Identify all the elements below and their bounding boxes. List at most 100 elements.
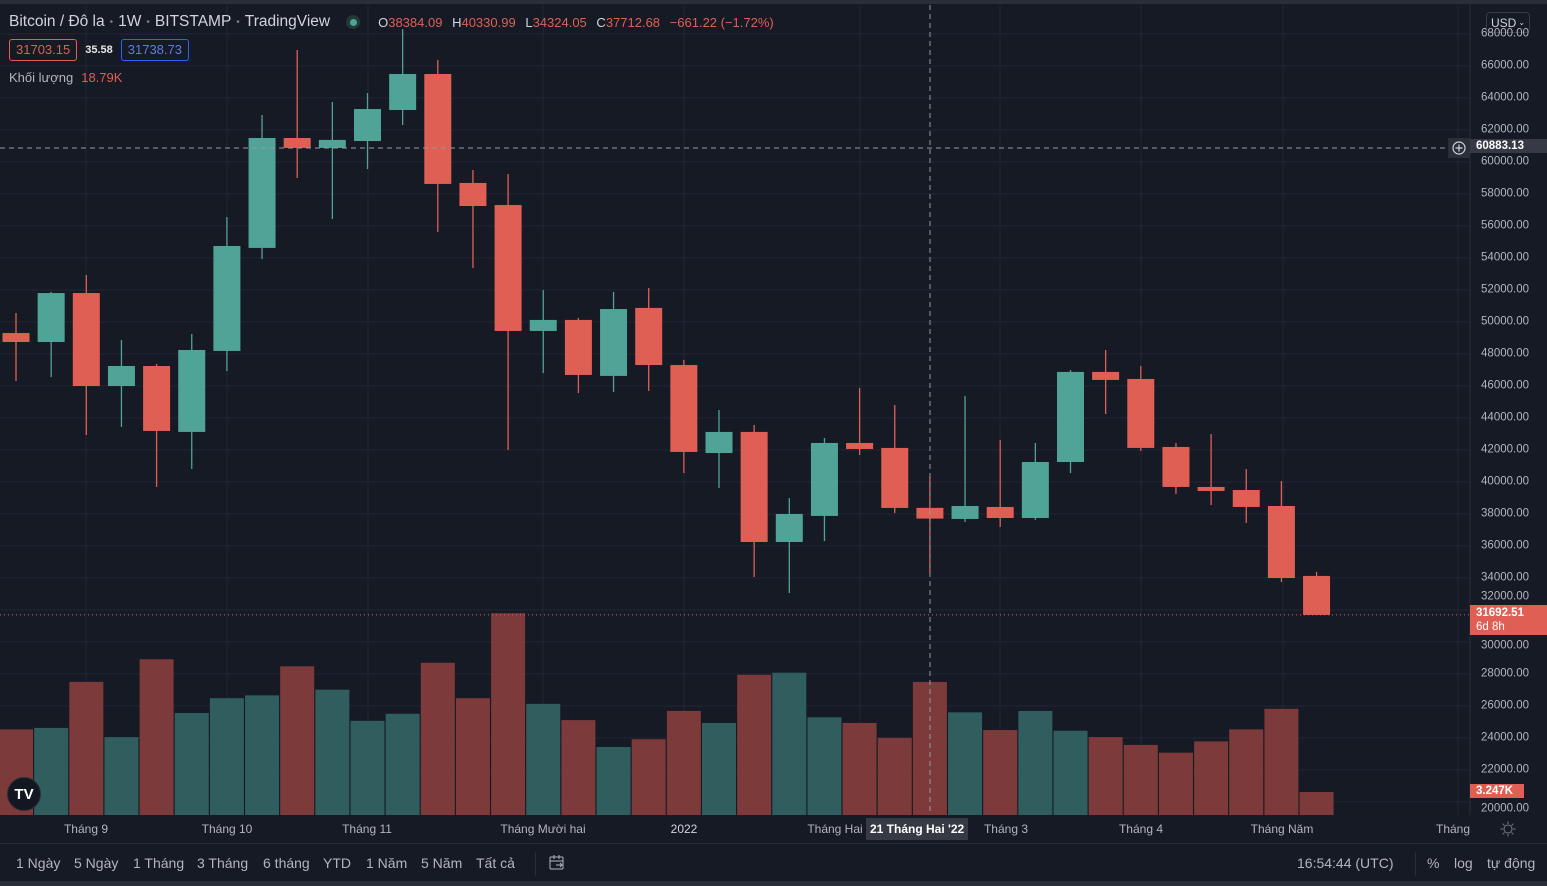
data-source: TradingView bbox=[244, 13, 331, 30]
crosshair-price-label: 60883.13 bbox=[1470, 139, 1547, 153]
price-tick-label: 24000.00 bbox=[1481, 731, 1529, 744]
candle-body bbox=[600, 309, 628, 376]
utc-clock[interactable]: 16:54:44 (UTC) bbox=[1297, 855, 1394, 871]
price-tick-label: 22000.00 bbox=[1481, 763, 1529, 776]
volume-bar bbox=[1088, 737, 1123, 815]
candle-body bbox=[635, 307, 663, 366]
price-tick-label: 54000.00 bbox=[1481, 251, 1529, 264]
symbol-name[interactable]: Bitcoin / Đô la bbox=[9, 13, 105, 30]
candle-body bbox=[2, 333, 30, 342]
add-alert-plus-icon[interactable] bbox=[1448, 138, 1470, 158]
log-scale-toggle[interactable]: log bbox=[1454, 855, 1473, 871]
volume-legend[interactable]: Khối lượng 18.79K bbox=[9, 70, 122, 85]
price-tick-label: 26000.00 bbox=[1481, 699, 1529, 712]
auto-scale-toggle[interactable]: tự động bbox=[1487, 855, 1536, 871]
crosshair-date-label: 21 Tháng Hai '22 bbox=[866, 818, 969, 840]
sun-settings-icon[interactable] bbox=[1500, 821, 1516, 842]
spread: 35.58 bbox=[85, 44, 113, 56]
percent-scale-toggle[interactable]: % bbox=[1427, 855, 1440, 871]
volume-bar bbox=[1053, 730, 1088, 815]
time-tick-label: Tháng Năm bbox=[1250, 822, 1314, 836]
volume-label: Khối lượng bbox=[9, 70, 74, 85]
range-button[interactable]: Tất cả bbox=[476, 855, 515, 871]
candle-body bbox=[529, 319, 557, 331]
volume-bar bbox=[596, 747, 631, 815]
candle-body bbox=[459, 182, 487, 206]
candle-body bbox=[424, 74, 452, 184]
time-tick-label: Tháng 3 bbox=[983, 822, 1029, 836]
volume-bar bbox=[139, 659, 174, 815]
range-button[interactable]: 6 tháng bbox=[263, 855, 310, 871]
volume-bar bbox=[737, 674, 772, 815]
window-top-border bbox=[0, 0, 1547, 4]
volume-bar bbox=[174, 713, 209, 815]
candle-body bbox=[72, 293, 100, 386]
interval[interactable]: 1W bbox=[118, 13, 142, 30]
volume-bar bbox=[1264, 708, 1299, 815]
volume-bar bbox=[385, 713, 420, 815]
price-tick-label: 42000.00 bbox=[1481, 443, 1529, 456]
volume-bar bbox=[491, 613, 526, 815]
volume-bar bbox=[842, 722, 877, 815]
volume-bar bbox=[350, 720, 385, 815]
price-tick-label: 46000.00 bbox=[1481, 379, 1529, 392]
price-tick-label: 52000.00 bbox=[1481, 283, 1529, 296]
candle-body bbox=[354, 109, 381, 142]
price-tick-label: 28000.00 bbox=[1481, 667, 1529, 680]
currency-button[interactable]: USD ⌄ bbox=[1486, 12, 1530, 33]
chevron-down-icon: ⌄ bbox=[1518, 18, 1526, 27]
sell-price-button[interactable]: 31703.15 bbox=[9, 39, 78, 61]
ohlc-values: O38384.09 H40330.99 L34324.05 C37712.68 … bbox=[378, 14, 774, 30]
candle-body bbox=[143, 366, 171, 431]
candle-body bbox=[951, 506, 979, 519]
buy-price-button[interactable]: 31738.73 bbox=[120, 39, 189, 61]
bottom-toolbar: 1 Ngày 5 Ngày 1 Tháng 3 Tháng 6 tháng YTD 1 Nă… bbox=[0, 843, 1547, 882]
time-tick-label: Tháng Hai bbox=[807, 822, 863, 836]
range-button[interactable]: 1 Tháng bbox=[133, 855, 185, 871]
legend-header: Bitcoin / Đô la • 1W • BITSTAMP • TradingVi… bbox=[9, 12, 780, 32]
volume-bar bbox=[455, 698, 490, 815]
price-tick-label: 20000.00 bbox=[1481, 802, 1529, 814]
market-open-dot-icon[interactable] bbox=[346, 15, 361, 29]
price-tick-label: 44000.00 bbox=[1481, 411, 1529, 424]
candle-body bbox=[248, 138, 276, 248]
tradingview-logo[interactable]: TV bbox=[7, 777, 41, 811]
time-tick-label: Tháng 10 bbox=[201, 822, 253, 836]
candle-body bbox=[1021, 462, 1049, 518]
range-button[interactable]: 5 Ngày bbox=[74, 855, 119, 871]
price-tick-label: 36000.00 bbox=[1481, 539, 1529, 552]
price-chart[interactable] bbox=[0, 0, 1547, 815]
range-button[interactable]: 1 Năm bbox=[366, 855, 408, 871]
candle-body bbox=[1092, 371, 1120, 380]
candle-body bbox=[1127, 378, 1155, 448]
last-price-label: 31692.51 6d 8h bbox=[1470, 605, 1547, 635]
calendar-goto-icon[interactable] bbox=[548, 854, 566, 877]
time-tick-label: Tháng 9 bbox=[63, 822, 109, 836]
candle-body bbox=[389, 74, 417, 110]
candle-body bbox=[37, 293, 65, 342]
candle-body bbox=[810, 442, 838, 516]
candle-body bbox=[213, 246, 241, 351]
exchange: BITSTAMP bbox=[154, 13, 232, 30]
volume-bar bbox=[280, 666, 315, 815]
volume-bar bbox=[1299, 792, 1334, 815]
candle-body bbox=[1162, 446, 1190, 487]
volume-bar bbox=[807, 717, 842, 815]
range-button[interactable]: 3 Tháng bbox=[197, 855, 249, 871]
volume-bar bbox=[772, 672, 807, 815]
volume-value: 18.79K bbox=[81, 70, 123, 85]
candle-body bbox=[1057, 371, 1084, 462]
range-button[interactable]: YTD bbox=[323, 855, 351, 871]
candle-body bbox=[178, 350, 206, 432]
divider bbox=[1415, 852, 1416, 876]
range-button[interactable]: 1 Ngày bbox=[16, 855, 61, 871]
price-tick-label: 30000.00 bbox=[1481, 639, 1529, 651]
volume-bar bbox=[315, 689, 350, 815]
volume-bar bbox=[1194, 741, 1229, 815]
price-tick-label: 60000.00 bbox=[1481, 155, 1529, 168]
price-tick-label: 38000.00 bbox=[1481, 507, 1529, 520]
candle-body bbox=[670, 365, 698, 452]
candle-body bbox=[1197, 486, 1225, 491]
range-button[interactable]: 5 Năm bbox=[421, 855, 463, 871]
volume-bar bbox=[245, 695, 280, 815]
